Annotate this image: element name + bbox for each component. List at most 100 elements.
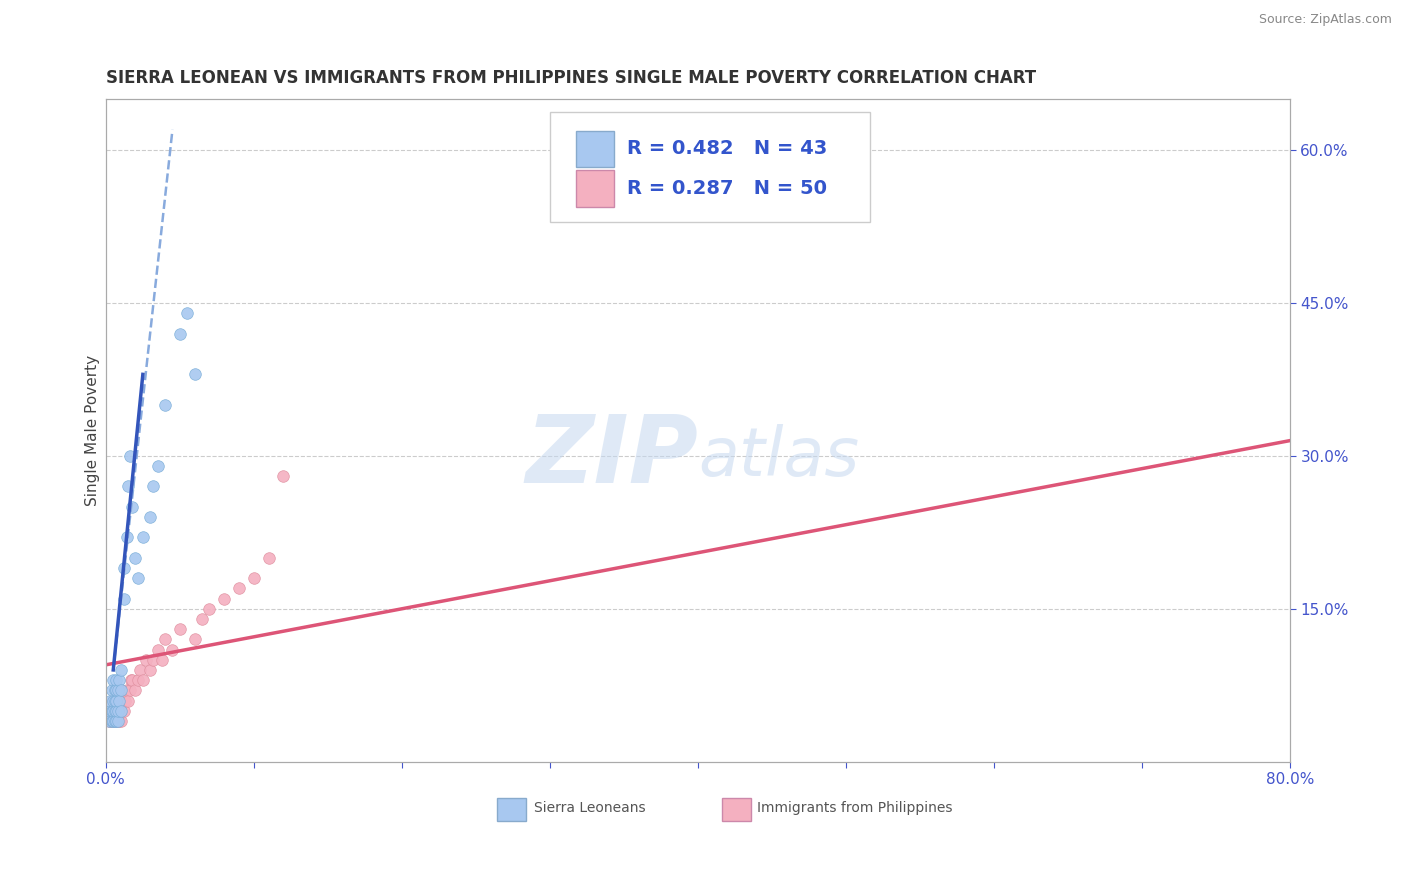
Point <box>132 531 155 545</box>
FancyBboxPatch shape <box>550 112 869 222</box>
Point <box>104 714 127 728</box>
Text: R = 0.287   N = 50: R = 0.287 N = 50 <box>627 179 827 198</box>
Point <box>118 683 141 698</box>
Point <box>104 693 127 707</box>
Text: Sierra Leoneans: Sierra Leoneans <box>534 801 647 815</box>
Point <box>103 704 125 718</box>
Point <box>100 704 122 718</box>
Text: R = 0.482   N = 43: R = 0.482 N = 43 <box>627 139 827 159</box>
Point <box>146 642 169 657</box>
Point <box>110 704 132 718</box>
Point <box>110 693 132 707</box>
Bar <box>496 798 526 822</box>
Point <box>110 714 132 728</box>
Point <box>108 704 131 718</box>
Point <box>183 368 205 382</box>
Point <box>103 693 125 707</box>
Point <box>176 306 198 320</box>
Point <box>97 714 120 728</box>
Point <box>105 673 128 687</box>
Point <box>107 704 129 718</box>
Point <box>214 591 236 606</box>
Point <box>110 683 132 698</box>
Point <box>104 693 127 707</box>
Point <box>105 693 128 707</box>
Point <box>107 683 129 698</box>
Point <box>107 714 129 728</box>
Point <box>142 479 165 493</box>
Point <box>146 459 169 474</box>
Point <box>112 704 135 718</box>
Point <box>153 398 176 412</box>
Point <box>115 531 138 545</box>
Point <box>127 673 149 687</box>
Point <box>98 714 121 728</box>
Bar <box>721 798 751 822</box>
Point <box>142 653 165 667</box>
Point <box>198 601 221 615</box>
Point <box>108 673 131 687</box>
Point <box>115 683 138 698</box>
Point <box>120 673 142 687</box>
Point <box>191 612 214 626</box>
Point <box>243 571 266 585</box>
Point <box>97 714 120 728</box>
Text: SIERRA LEONEAN VS IMMIGRANTS FROM PHILIPPINES SINGLE MALE POVERTY CORRELATION CH: SIERRA LEONEAN VS IMMIGRANTS FROM PHILIP… <box>105 69 1036 87</box>
Point <box>117 479 139 493</box>
Point <box>127 571 149 585</box>
Point <box>169 622 191 636</box>
Point <box>105 714 128 728</box>
Point <box>139 663 162 677</box>
Point <box>105 693 128 707</box>
Point <box>107 683 129 698</box>
Point <box>112 591 135 606</box>
Point <box>98 704 121 718</box>
Point <box>162 642 184 657</box>
Point <box>103 693 125 707</box>
Point <box>105 683 128 698</box>
Point <box>112 561 135 575</box>
Point <box>183 632 205 647</box>
Point <box>103 704 125 718</box>
Point <box>169 326 191 341</box>
Point <box>132 673 155 687</box>
Point <box>108 693 131 707</box>
Point <box>104 704 127 718</box>
Point <box>135 653 157 667</box>
Point <box>105 704 128 718</box>
Point <box>153 632 176 647</box>
Point <box>124 550 146 565</box>
Point <box>228 582 250 596</box>
Point <box>104 683 127 698</box>
Text: ZIP: ZIP <box>524 411 697 503</box>
Point <box>257 550 280 565</box>
Point <box>107 714 129 728</box>
Point <box>108 714 131 728</box>
Point <box>110 663 132 677</box>
Point <box>118 449 141 463</box>
Point <box>100 683 122 698</box>
Point <box>121 673 143 687</box>
Point <box>100 704 122 718</box>
Point <box>103 714 125 728</box>
Point <box>105 714 128 728</box>
Point <box>124 683 146 698</box>
Point <box>117 693 139 707</box>
Point <box>107 704 129 718</box>
Point <box>100 714 122 728</box>
Point <box>150 653 173 667</box>
Point <box>121 500 143 514</box>
Text: atlas: atlas <box>697 424 859 490</box>
Bar <box>576 130 614 167</box>
Point <box>103 714 125 728</box>
Point <box>110 683 132 698</box>
Point <box>273 469 295 483</box>
Bar <box>576 170 614 207</box>
Point <box>100 714 122 728</box>
Point <box>103 673 125 687</box>
Point <box>104 714 127 728</box>
Text: Source: ZipAtlas.com: Source: ZipAtlas.com <box>1258 13 1392 27</box>
Point <box>104 704 127 718</box>
Text: Immigrants from Philippines: Immigrants from Philippines <box>756 801 953 815</box>
Point <box>110 704 132 718</box>
